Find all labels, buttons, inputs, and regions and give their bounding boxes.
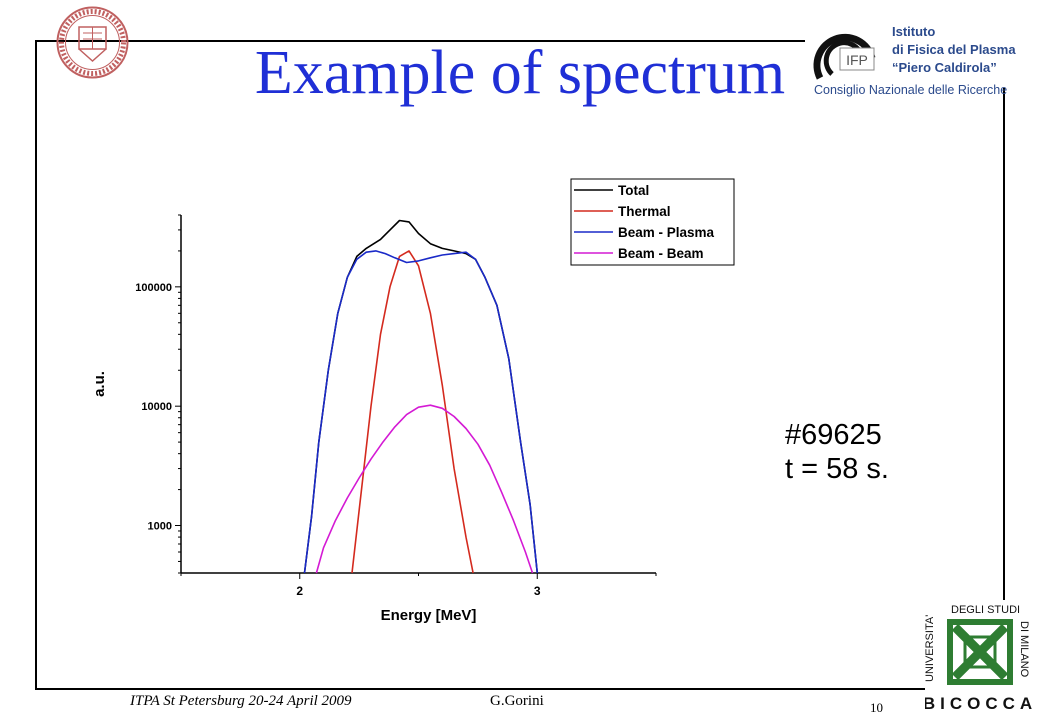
legend-label: Beam - Beam — [618, 246, 704, 261]
slide-frame-top — [35, 40, 805, 42]
x-tick-label: 2 — [296, 584, 303, 598]
shot-info: #69625 t = 58 s. — [785, 418, 889, 486]
ifp-line4: Consiglio Nazionale delle Ricerche — [814, 83, 1007, 97]
legend-label: Total — [618, 183, 649, 198]
bicocca-arc-top: DEGLI STUDI — [951, 604, 1020, 616]
bicocca-arc-right: DI MILANO — [1018, 621, 1030, 678]
legend-box — [570, 178, 735, 266]
bicocca-name: BICOCCA — [925, 694, 1035, 713]
footer-conference: ITPA St Petersburg 20-24 April 2009 — [130, 693, 352, 709]
slide-title: Example of spectrum — [254, 39, 786, 107]
ifp-abbrev-text: IFP — [846, 52, 868, 68]
series-line-beam-beam — [315, 404, 534, 574]
y-axis-label: a.u. — [91, 371, 108, 397]
legend-label: Thermal — [618, 204, 671, 219]
legend-label: Beam - Plasma — [618, 225, 715, 240]
ifp-line1: Istituto — [892, 24, 935, 39]
ifp-line3: “Piero Caldirola” — [892, 60, 997, 75]
bicocca-arc-left: UNIVERSITA' — [925, 615, 936, 682]
y-tick-label: 100000 — [135, 282, 172, 294]
y-tick-label: 10000 — [141, 401, 172, 413]
bicocca-university-logo: UNIVERSITA' DEGLI STUDI DI MILANO BICOCC… — [925, 604, 1035, 713]
series-line-thermal — [351, 250, 474, 574]
slide-frame-right — [1003, 88, 1005, 600]
x-axis-label: Energy [MeV] — [381, 607, 477, 624]
ifp-line2: di Fisica del Plasma — [892, 42, 1016, 57]
slide-frame-left — [35, 40, 37, 690]
ifp-institute-logo: IFP Istituto di Fisica del Plasma “Piero… — [813, 24, 1016, 97]
y-tick-label: 1000 — [148, 521, 172, 533]
shot-number: #69625 — [785, 419, 882, 451]
shot-time: t = 58 s. — [785, 453, 889, 485]
x-tick-label: 3 — [534, 584, 541, 598]
footer-author: G.Gorini — [490, 693, 544, 709]
series-line-beam-plasma — [303, 250, 539, 574]
slide-frame-bottom — [35, 688, 925, 690]
university-seal-logo — [56, 6, 129, 79]
page-number: 10 — [870, 700, 883, 715]
